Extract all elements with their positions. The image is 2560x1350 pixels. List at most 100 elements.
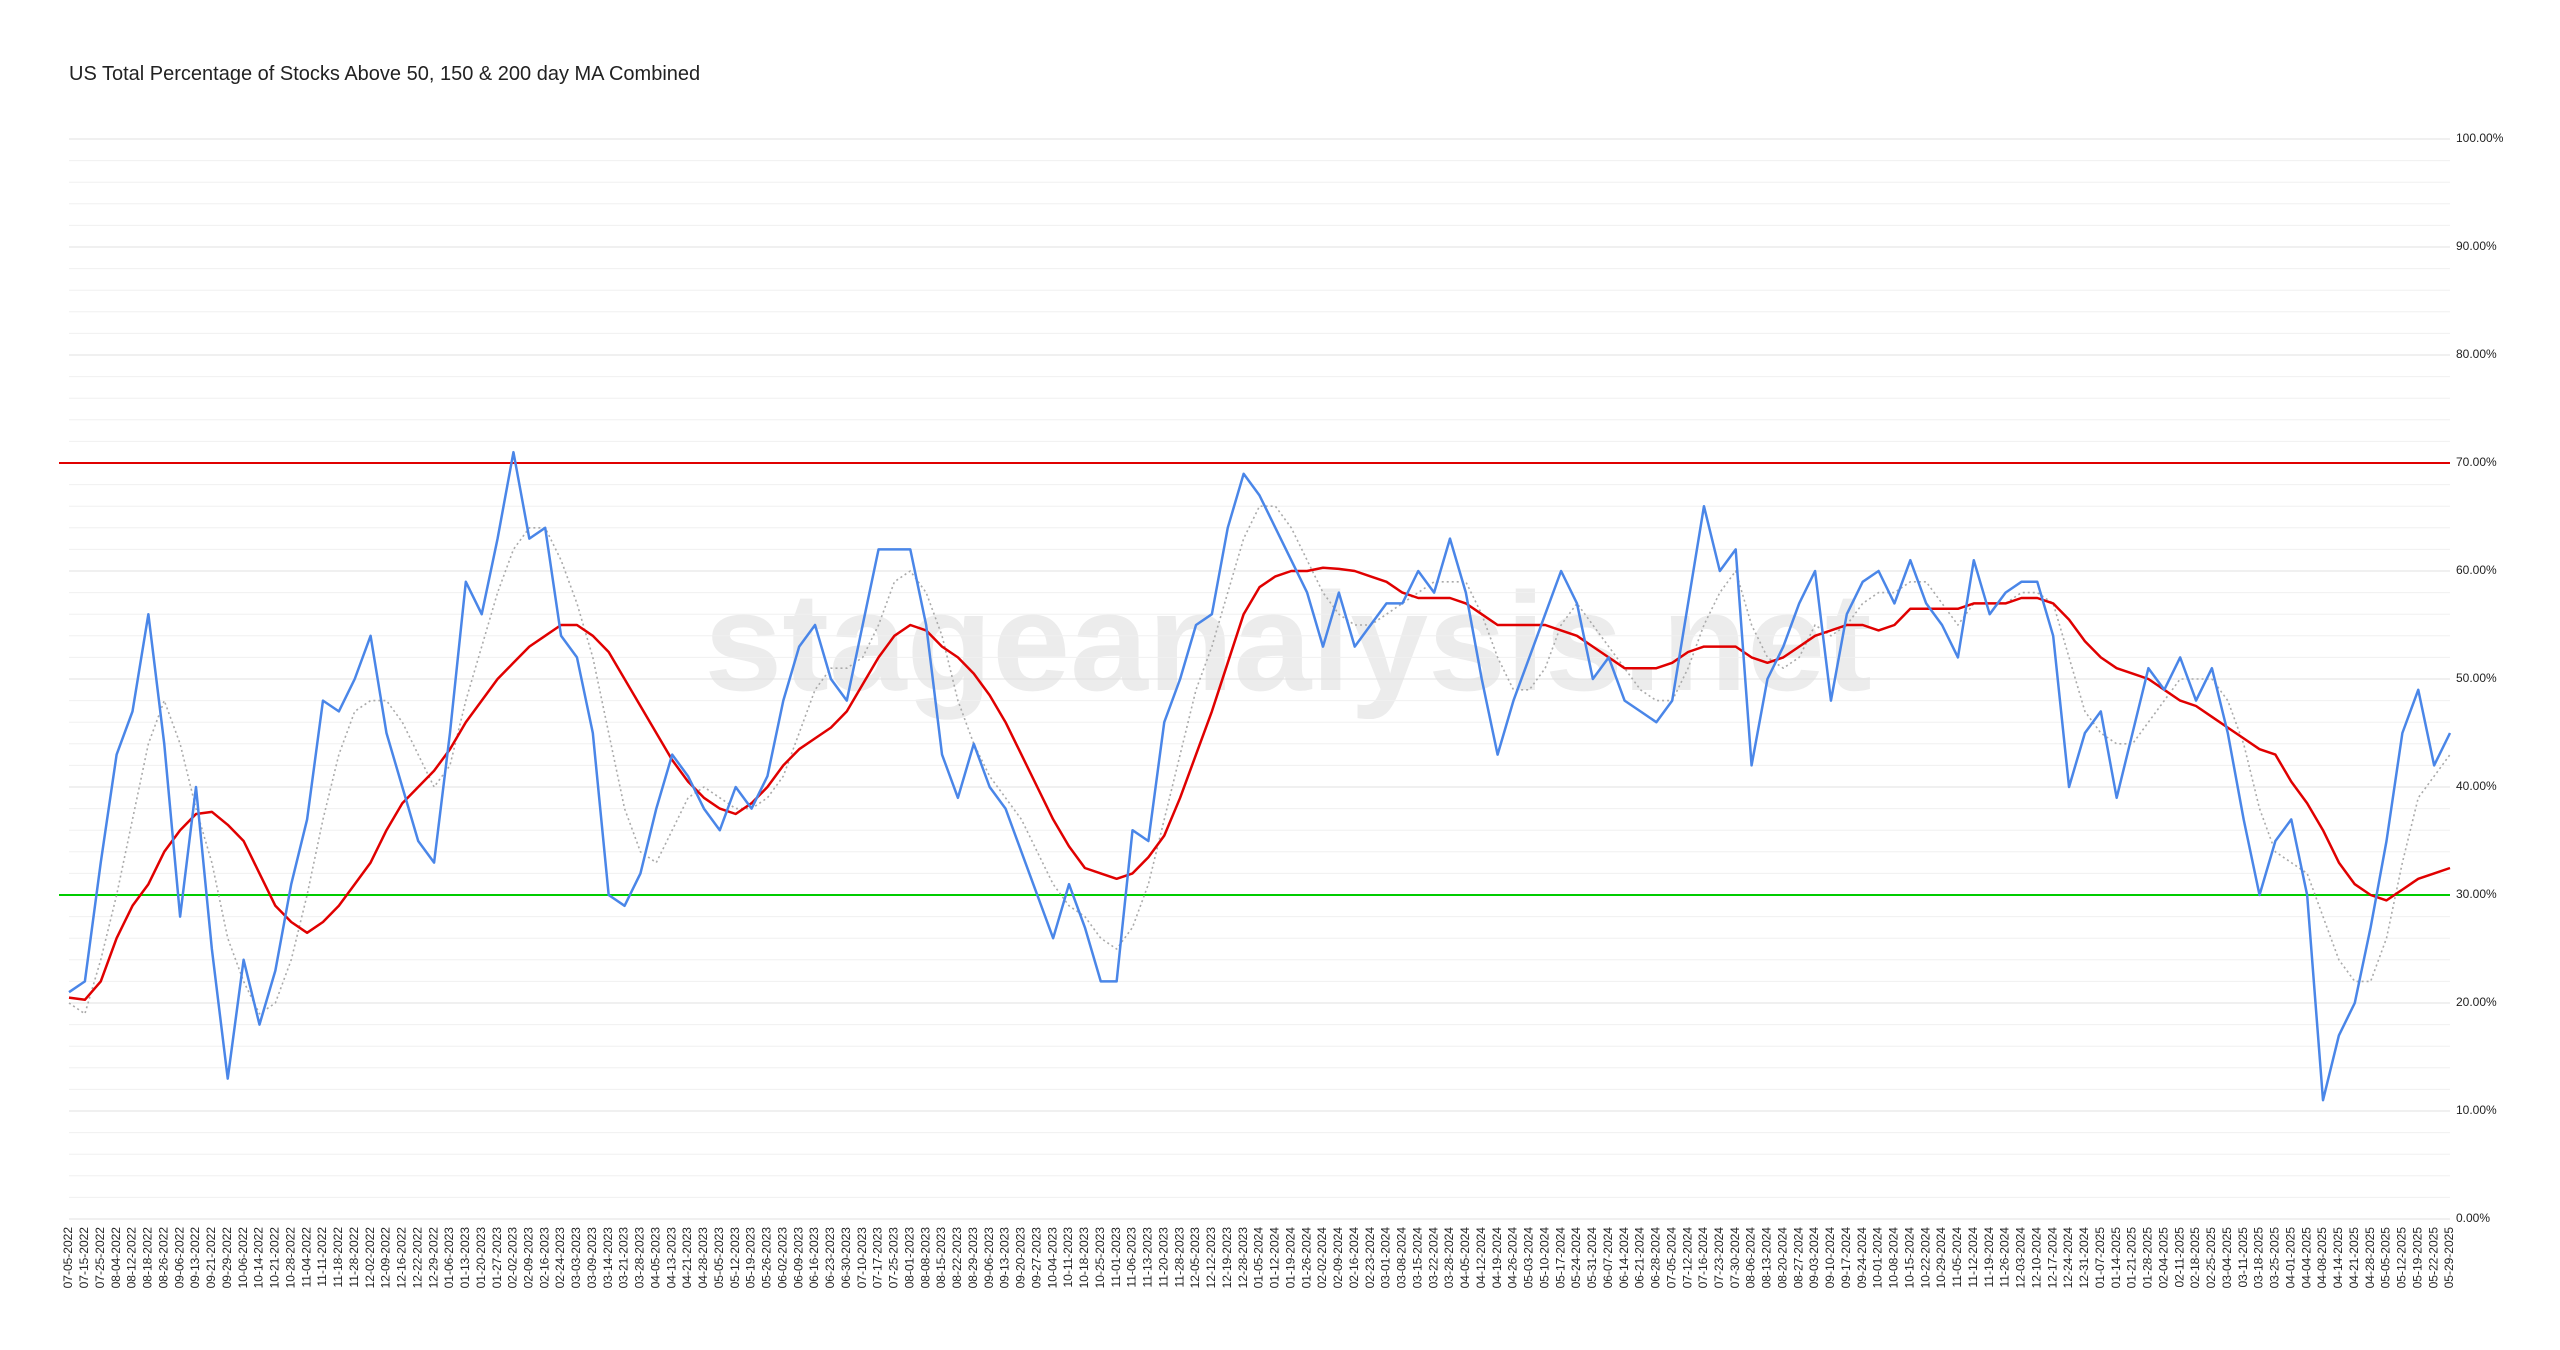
x-tick-label: 11-20-2023 <box>1156 1227 1170 1288</box>
x-tick-label: 04-21-2025 <box>2347 1227 2361 1289</box>
x-tick-label: 04-26-2024 <box>1506 1227 1520 1289</box>
x-tick-label: 04-28-2023 <box>696 1227 710 1289</box>
x-tick-label: 02-04-2025 <box>2156 1227 2170 1289</box>
x-tick-label: 02-11-2025 <box>2172 1227 2186 1288</box>
x-tick-label: 08-20-2024 <box>1775 1227 1789 1289</box>
x-tick-label: 01-28-2025 <box>2141 1227 2155 1289</box>
x-tick-label: 06-30-2023 <box>839 1227 853 1289</box>
x-tick-label: 04-01-2025 <box>2283 1227 2297 1289</box>
x-tick-label: 08-01-2023 <box>902 1227 916 1289</box>
x-tick-label: 11-04-2022 <box>299 1227 313 1288</box>
x-tick-label: 11-18-2022 <box>331 1227 345 1288</box>
x-tick-label: 02-25-2025 <box>2204 1227 2218 1289</box>
x-tick-label: 04-08-2025 <box>2315 1227 2329 1289</box>
x-tick-label: 05-19-2025 <box>2410 1227 2424 1289</box>
x-tick-label: 10-21-2022 <box>268 1227 282 1289</box>
x-tick-label: 12-02-2022 <box>363 1227 377 1289</box>
x-tick-label: 01-26-2024 <box>1299 1227 1313 1289</box>
x-tick-label: 10-25-2023 <box>1093 1227 1107 1289</box>
x-tick-label: 09-17-2024 <box>1839 1227 1853 1289</box>
y-tick-label: 20.00% <box>2456 995 2497 1009</box>
x-tick-label: 05-12-2023 <box>728 1227 742 1289</box>
x-tick-label: 06-07-2024 <box>1601 1227 1615 1289</box>
x-tick-label: 04-21-2023 <box>680 1227 694 1289</box>
x-tick-label: 07-05-2024 <box>1664 1227 1678 1289</box>
x-tick-label: 09-06-2023 <box>982 1227 996 1289</box>
x-tick-label: 08-06-2024 <box>1744 1227 1758 1289</box>
x-tick-label: 10-18-2023 <box>1077 1227 1091 1289</box>
x-tick-label: 11-28-2023 <box>1172 1227 1186 1288</box>
x-tick-label: 02-02-2024 <box>1315 1227 1329 1289</box>
y-tick-label: 50.00% <box>2456 671 2497 685</box>
x-tick-label: 01-06-2023 <box>442 1227 456 1289</box>
x-tick-label: 08-12-2022 <box>125 1227 139 1289</box>
x-tick-label: 11-11-2022 <box>315 1227 329 1287</box>
x-tick-label: 04-05-2023 <box>648 1227 662 1289</box>
x-tick-label: 03-21-2023 <box>617 1227 631 1289</box>
x-tick-label: 04-28-2025 <box>2363 1227 2377 1289</box>
x-tick-label: 01-21-2025 <box>2125 1227 2139 1289</box>
x-tick-label: 02-24-2023 <box>553 1227 567 1289</box>
x-tick-label: 08-26-2022 <box>156 1227 170 1289</box>
x-tick-label: 07-16-2024 <box>1696 1227 1710 1289</box>
x-tick-label: 12-31-2024 <box>2077 1227 2091 1289</box>
x-tick-label: 07-12-2024 <box>1680 1227 1694 1289</box>
x-tick-label: 04-14-2025 <box>2331 1227 2345 1289</box>
y-tick-label: 60.00% <box>2456 563 2497 577</box>
x-tick-label: 08-18-2022 <box>141 1227 155 1289</box>
x-tick-label: 01-19-2024 <box>1283 1227 1297 1289</box>
x-tick-label: 03-25-2025 <box>2268 1227 2282 1289</box>
x-tick-label: 10-29-2024 <box>1934 1227 1948 1289</box>
x-tick-label: 05-24-2024 <box>1569 1227 1583 1289</box>
x-tick-label: 01-14-2025 <box>2109 1227 2123 1289</box>
x-tick-label: 10-01-2024 <box>1871 1227 1885 1289</box>
x-tick-label: 03-18-2025 <box>2252 1227 2266 1289</box>
x-tick-label: 03-03-2023 <box>569 1227 583 1289</box>
x-tick-label: 07-25-2022 <box>93 1227 107 1289</box>
x-tick-label: 11-06-2023 <box>1125 1227 1139 1288</box>
x-tick-label: 12-16-2022 <box>395 1227 409 1289</box>
y-tick-label: 70.00% <box>2456 455 2497 469</box>
x-tick-label: 05-31-2024 <box>1585 1227 1599 1289</box>
x-tick-label: 06-16-2023 <box>807 1227 821 1289</box>
x-tick-label: 10-04-2023 <box>1045 1227 1059 1289</box>
series-line <box>68 566 2451 1002</box>
x-tick-label: 02-16-2024 <box>1347 1227 1361 1289</box>
x-tick-label: 06-28-2024 <box>1649 1227 1663 1289</box>
x-tick-label: 01-13-2023 <box>458 1227 472 1289</box>
x-tick-label: 09-21-2022 <box>204 1227 218 1289</box>
x-tick-label: 03-01-2024 <box>1379 1227 1393 1289</box>
x-tick-label: 08-22-2023 <box>950 1227 964 1289</box>
x-tick-label: 07-23-2024 <box>1712 1227 1726 1289</box>
x-tick-label: 11-13-2023 <box>1141 1227 1155 1288</box>
x-tick-label: 09-13-2023 <box>998 1227 1012 1289</box>
x-tick-label: 12-17-2024 <box>2045 1227 2059 1289</box>
x-tick-label: 12-09-2022 <box>379 1227 393 1289</box>
x-tick-label: 09-27-2023 <box>1029 1227 1043 1289</box>
x-tick-label: 04-13-2023 <box>664 1227 678 1289</box>
y-tick-label: 0.00% <box>2456 1211 2490 1225</box>
x-tick-label: 09-03-2024 <box>1807 1227 1821 1289</box>
x-tick-label: 08-29-2023 <box>966 1227 980 1289</box>
x-tick-label: 08-27-2024 <box>1791 1227 1805 1289</box>
x-tick-label: 07-30-2024 <box>1728 1227 1742 1289</box>
y-tick-label: 30.00% <box>2456 887 2497 901</box>
x-tick-label: 03-14-2023 <box>601 1227 615 1289</box>
x-tick-label: 02-18-2025 <box>2188 1227 2202 1289</box>
x-tick-label: 08-08-2023 <box>918 1227 932 1289</box>
x-tick-label: 07-10-2023 <box>855 1227 869 1289</box>
x-tick-label: 12-24-2024 <box>2061 1227 2075 1289</box>
x-tick-label: 11-26-2024 <box>1998 1227 2012 1288</box>
x-tick-label: 05-12-2025 <box>2395 1227 2409 1289</box>
x-tick-label: 11-19-2024 <box>1982 1227 1996 1288</box>
y-tick-label: 90.00% <box>2456 239 2497 253</box>
x-tick-label: 07-15-2022 <box>77 1227 91 1289</box>
x-tick-label: 09-10-2024 <box>1823 1227 1837 1289</box>
x-tick-label: 03-28-2024 <box>1442 1227 1456 1289</box>
x-tick-label: 11-05-2024 <box>1950 1227 1964 1288</box>
y-tick-label: 40.00% <box>2456 779 2497 793</box>
x-tick-label: 08-13-2024 <box>1760 1227 1774 1289</box>
x-tick-label: 07-17-2023 <box>871 1227 885 1289</box>
x-tick-label: 04-04-2025 <box>2299 1227 2313 1289</box>
x-tick-label: 10-11-2023 <box>1061 1227 1075 1288</box>
